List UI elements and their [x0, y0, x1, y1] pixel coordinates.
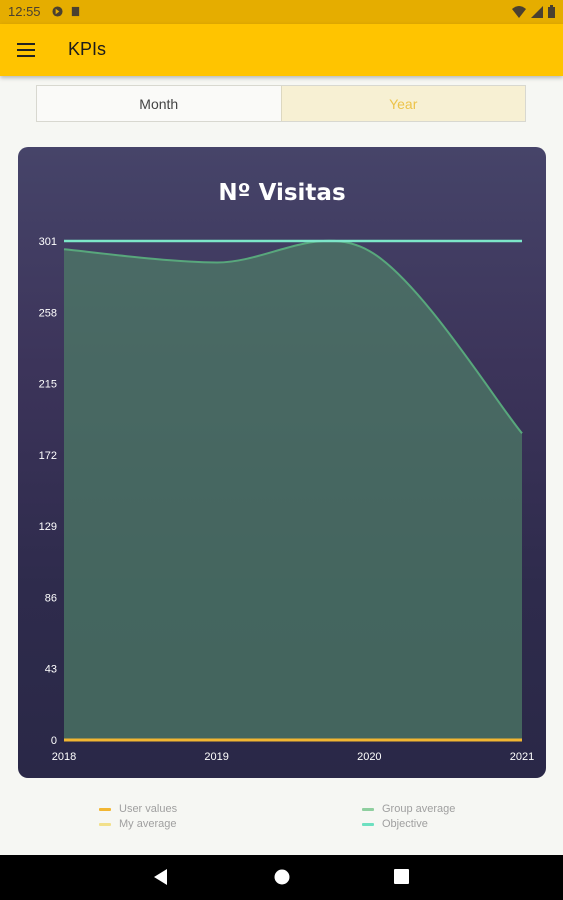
back-icon[interactable]	[154, 869, 168, 885]
legend-label: My average	[119, 818, 177, 830]
legend-item-objective: Objective	[362, 818, 428, 830]
y-tick-label: 0	[51, 735, 57, 747]
series-area-group-average	[64, 240, 522, 741]
legend-item-group-average: Group average	[362, 803, 455, 815]
y-tick-label: 301	[39, 236, 57, 248]
chart-title: Nº Visitas	[218, 180, 345, 206]
chart-card: Nº Visitas 301 258 215 172 129 86 43 0 2018 2019…	[18, 147, 546, 778]
y-tick-label: 215	[39, 379, 57, 391]
app-bar: KPIs	[0, 24, 563, 76]
y-tick-label: 129	[39, 521, 57, 533]
y-tick-label: 172	[39, 450, 57, 462]
y-axis: 301 258 215 172 129 86 43 0	[39, 236, 57, 747]
legend-label: Objective	[382, 818, 428, 830]
sd-card-icon	[71, 6, 80, 17]
recents-icon[interactable]	[394, 869, 409, 884]
legend-item-my-average: My average	[99, 818, 176, 830]
legend-label: User values	[119, 803, 178, 815]
period-tabs: Month Year	[36, 85, 526, 122]
tab-month[interactable]: Month	[139, 95, 179, 112]
legend-label: Group average	[382, 803, 456, 815]
x-axis: 2018 2019 2020 2021	[52, 751, 534, 763]
legend-swatch	[99, 822, 111, 826]
system-nav-bar	[0, 855, 563, 900]
x-tick-label: 2020	[357, 751, 381, 763]
x-tick-label: 2021	[510, 751, 534, 763]
x-tick-label: 2018	[52, 751, 76, 763]
chart-legend: User values Group average My average Obj…	[0, 800, 563, 840]
battery-icon	[548, 5, 555, 18]
y-tick-label: 43	[45, 664, 57, 676]
legend-swatch	[362, 807, 374, 811]
y-tick-label: 258	[39, 307, 57, 319]
legend-item-user-values: User values	[99, 803, 177, 815]
legend-swatch	[99, 807, 111, 811]
sync-icon	[52, 6, 63, 17]
tab-year[interactable]: Year	[280, 86, 525, 121]
status-bar: 12:55	[0, 0, 563, 24]
series-line-group-average	[63, 239, 523, 434]
home-icon[interactable]	[274, 869, 290, 885]
status-icons	[512, 5, 555, 18]
status-time: 12:55	[8, 4, 41, 19]
legend-swatch	[362, 822, 374, 826]
wifi-icon	[512, 5, 526, 18]
y-tick-label: 86	[45, 592, 57, 604]
plot-area	[63, 239, 523, 742]
signal-icon	[531, 5, 543, 18]
page-title: KPIs	[68, 39, 107, 59]
x-tick-label: 2019	[204, 751, 228, 763]
visits-chart: Nº Visitas 301 258 215 172 129 86 43 0 2018 2019…	[39, 180, 535, 763]
hamburger-menu-icon[interactable]	[10, 34, 42, 66]
